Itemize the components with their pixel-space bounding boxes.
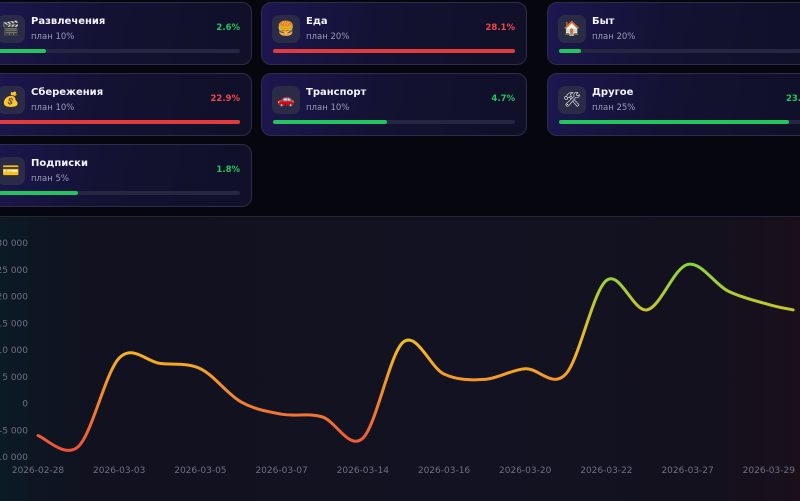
clapperboard-icon: 🎬: [0, 15, 25, 43]
y-tick-label: 5 000: [2, 373, 28, 383]
progress-fill: [559, 49, 581, 53]
category-percent: 22.9%: [210, 94, 241, 104]
progress-fill: [273, 120, 387, 124]
category-name: Другое: [592, 87, 634, 98]
progress-fill: [0, 49, 47, 53]
x-tick-label: 2026-03-27: [661, 466, 713, 476]
progress-fill: [0, 191, 78, 195]
category-plan: план 20%: [592, 32, 636, 42]
category-card[interactable]: 🍔 Еда план 20% 28.1%: [261, 2, 527, 65]
y-tick-label: -5 000: [0, 426, 28, 436]
category-card[interactable]: 🛠 Другое план 25% 23.: [547, 73, 800, 136]
y-tick-label: 15 000: [0, 319, 28, 329]
car-icon: 🚗: [272, 86, 300, 114]
progress-track: [273, 49, 515, 53]
subscription-icon: 💳: [0, 157, 25, 185]
progress-fill: [0, 120, 240, 124]
y-tick-label: 30 000: [0, 239, 28, 249]
x-tick-label: 2026-03-16: [418, 466, 471, 476]
house-icon: 🏠: [558, 15, 586, 43]
category-card[interactable]: 💳 Подписки план 5% 1.8%: [0, 144, 252, 207]
progress-track: [0, 49, 240, 53]
category-name: Подписки: [31, 158, 88, 169]
category-card[interactable]: 🚗 Транспорт план 10% 4.7%: [261, 73, 527, 136]
x-tick-label: 2026-03-29: [743, 466, 796, 476]
y-tick-label: 0: [22, 400, 28, 410]
progress-track: [559, 120, 800, 124]
x-tick-label: 2026-03-20: [499, 466, 552, 476]
category-name: Транспорт: [306, 87, 367, 98]
progress-fill: [559, 120, 789, 124]
category-card[interactable]: 💰 Сбережения план 10% 22.9%: [0, 73, 252, 136]
balance-series-line: [36, 262, 795, 452]
x-tick-label: 2026-03-05: [174, 466, 226, 476]
category-percent: 23.: [785, 94, 800, 104]
category-percent: 4.7%: [491, 94, 515, 104]
category-plan: план 25%: [592, 103, 636, 113]
category-card[interactable]: 🏠 Быт план 20%: [547, 2, 800, 65]
category-plan: план 10%: [306, 103, 350, 113]
progress-track: [559, 49, 800, 53]
y-tick-label: 25 000: [0, 266, 28, 276]
category-percent: 28.1%: [485, 23, 516, 33]
balance-line-chart: 30 000 25 000 20 000 15 000 10 000 5 000 0 -5 0…: [0, 239, 796, 476]
category-percent: 2.6%: [216, 23, 240, 33]
category-name: Развлечения: [31, 16, 106, 27]
balance-chart: 30 000 25 000 20 000 15 000 10 000 5 000 0 -5 0…: [0, 216, 800, 501]
x-tick-label: 2026-02-28: [12, 466, 65, 476]
category-plan: план 10%: [31, 103, 75, 113]
x-tick-label: 2026-03-22: [580, 466, 632, 476]
category-plan: план 5%: [31, 174, 69, 184]
y-tick-label: 20 000: [0, 293, 28, 303]
category-plan: план 10%: [31, 32, 75, 42]
y-tick-label: -10 000: [0, 453, 28, 463]
x-tick-label: 2026-03-03: [93, 466, 145, 476]
progress-track: [0, 191, 240, 195]
progress-track: [0, 120, 240, 124]
x-tick-label: 2026-03-07: [255, 466, 307, 476]
category-name: Сбережения: [31, 87, 104, 98]
progress-track: [273, 120, 515, 124]
category-plan: план 20%: [306, 32, 350, 42]
y-tick-label: 10 000: [0, 346, 28, 356]
category-name: Быт: [592, 16, 615, 27]
x-tick-label: 2026-03-14: [337, 466, 390, 476]
category-name: Еда: [306, 16, 328, 27]
progress-fill: [273, 49, 515, 53]
money-bag-icon: 💰: [0, 86, 25, 114]
category-card[interactable]: 🎬 Развлечения план 10% 2.6%: [0, 2, 252, 65]
category-percent: 1.8%: [216, 165, 240, 175]
burger-icon: 🍔: [272, 15, 300, 43]
tools-icon: 🛠: [558, 86, 586, 114]
